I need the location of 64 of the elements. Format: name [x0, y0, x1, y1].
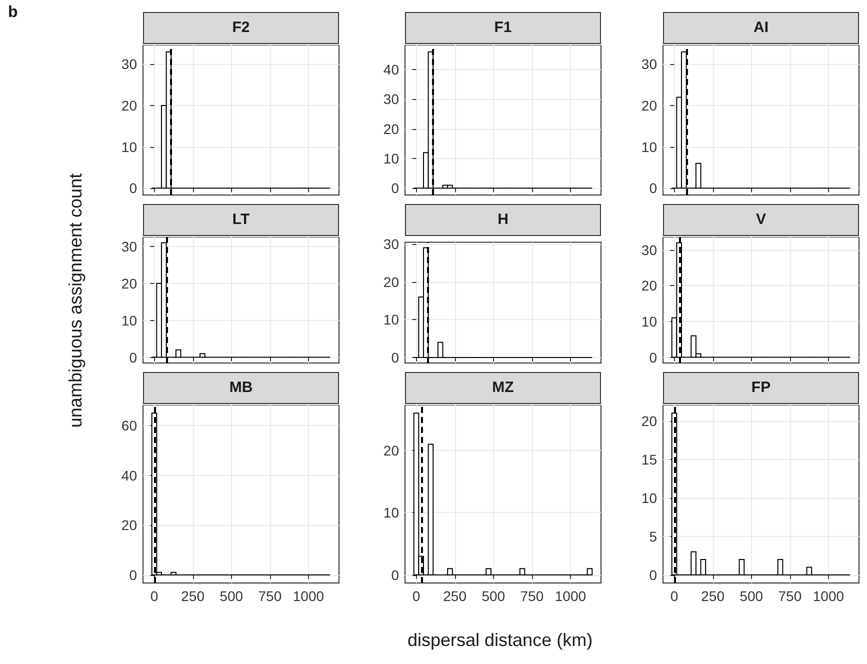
y-tick-label: 20: [641, 98, 658, 114]
y-tick-label: 0: [649, 566, 658, 583]
x-tick-label: 1000: [812, 588, 844, 604]
y-tick-label: 0: [391, 566, 400, 583]
chart-title: F2: [143, 12, 339, 44]
y-tick-label: 20: [383, 274, 400, 290]
x-tick-label: 500: [740, 588, 764, 604]
y-tick-label: 15: [641, 451, 658, 468]
x-tick-label: 250: [181, 588, 205, 604]
x-tick-label: 500: [220, 588, 244, 604]
y-tick-label: 0: [649, 180, 658, 196]
y-tick-label: 20: [641, 278, 658, 294]
x-tick-label: 0: [412, 588, 420, 604]
y-tick-label: 10: [383, 312, 400, 328]
x-tick-label: 0: [670, 588, 678, 604]
y-tick-label: 0: [129, 566, 138, 583]
y-tick-label: 10: [121, 312, 138, 328]
y-tick-label: 20: [383, 120, 400, 137]
x-tick-label: 250: [701, 588, 725, 604]
chart-title: MZ: [405, 372, 601, 404]
y-tick-label: 30: [383, 236, 400, 252]
y-tick-label: 20: [641, 412, 658, 429]
y-tick-label: 20: [383, 442, 400, 458]
text: b: [8, 4, 18, 22]
y-tick-label: 60: [121, 418, 138, 434]
y-tick-label: 30: [383, 91, 400, 108]
y-tick-label: 10: [121, 138, 138, 155]
x-tick-label: 500: [482, 588, 506, 604]
y-tick-label: 30: [121, 238, 138, 254]
y-tick-label: 5: [649, 528, 658, 544]
x-tick-label: 1000: [292, 588, 324, 604]
y-tick-label: 30: [641, 242, 658, 258]
chart-title: V: [663, 204, 859, 236]
y-tick-label: 10: [641, 490, 658, 506]
y-tick-label: 0: [129, 180, 138, 196]
chart-title: H: [405, 204, 601, 236]
x-tick-label: 0: [150, 588, 158, 604]
y-tick-label: 0: [649, 349, 658, 366]
x-tick-label: 750: [258, 588, 282, 604]
y-axis-title: unambiguous assignment count: [66, 172, 87, 428]
y-tick-label: 10: [383, 504, 400, 521]
y-tick-label: 20: [121, 517, 138, 534]
y-tick-label: 0: [391, 180, 400, 196]
y-tick-label: 30: [121, 56, 138, 72]
x-tick-label: 250: [443, 588, 467, 604]
x-tick-label: 750: [520, 588, 544, 604]
y-tick-label: 20: [121, 98, 138, 114]
y-tick-label: 30: [641, 56, 658, 72]
y-tick-label: 20: [121, 275, 138, 292]
chart-title: MB: [143, 372, 339, 404]
chart-title: F1: [405, 12, 601, 44]
chart-title: AI: [663, 12, 859, 44]
y-tick-label: 10: [641, 313, 658, 330]
y-tick-label: 0: [129, 349, 138, 366]
chart-title: FP: [663, 372, 859, 404]
y-tick-label: 40: [121, 467, 138, 484]
y-tick-label: 0: [391, 350, 400, 366]
chart-title: LT: [143, 204, 339, 236]
y-tick-label: 40: [383, 62, 400, 78]
y-tick-label: 10: [641, 138, 658, 155]
x-tick-label: 750: [778, 588, 802, 604]
x-axis-title: dispersal distance (km): [408, 630, 593, 651]
x-tick-label: 1000: [554, 588, 586, 604]
y-tick-label: 10: [383, 150, 400, 167]
